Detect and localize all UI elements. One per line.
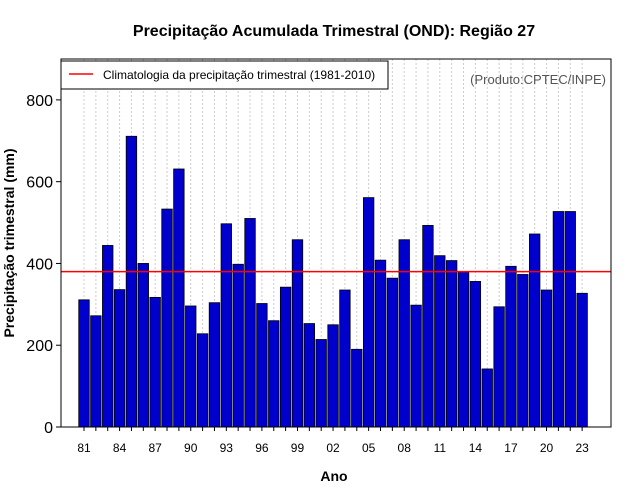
x-tick-label: 11 [434, 441, 447, 455]
bar-2005 [362, 197, 375, 428]
bar-1986 [137, 263, 149, 428]
x-tick-label: 84 [113, 441, 127, 455]
bar-2017 [505, 265, 517, 428]
bar-2018 [517, 274, 529, 428]
bar-1981 [78, 299, 90, 428]
bar-2011 [434, 255, 446, 428]
y-tick-label: 200 [26, 338, 53, 355]
y-tick-label: 400 [26, 256, 53, 273]
bar-2007 [386, 277, 399, 428]
bar-2022 [564, 211, 576, 428]
bar-1993 [220, 223, 232, 428]
bar-2014 [469, 281, 482, 428]
bar-1992 [208, 302, 221, 428]
x-tick-label: 96 [255, 441, 269, 455]
legend: Climatologia da precipitação trimestral … [60, 60, 389, 90]
bar-2020 [540, 289, 553, 428]
x-tick-label: 02 [326, 441, 340, 455]
x-tick-label: 93 [220, 441, 234, 455]
bar-2000 [303, 323, 315, 428]
bar-2012 [446, 260, 458, 428]
bar-2013 [457, 271, 470, 428]
x-axis: 81 84 87 90 93 96 99 02 05 08 11 14 17 20 23 [77, 427, 589, 455]
bar-2003 [339, 289, 351, 428]
bar-1997 [268, 320, 280, 428]
x-tick-label: 17 [504, 441, 518, 455]
bar-2015 [481, 368, 493, 428]
y-axis: 0 200 400 600 800 [26, 93, 61, 437]
bar-1982 [90, 315, 102, 428]
y-axis-label: Precipitação trimestral (mm) [1, 148, 17, 337]
bar-series [78, 135, 588, 428]
y-tick-label: 800 [26, 93, 53, 110]
bar-1998 [279, 286, 292, 428]
bar-2010 [422, 225, 434, 428]
bar-1989 [173, 168, 185, 428]
bar-1987 [149, 296, 161, 428]
bar-2001 [315, 339, 327, 428]
y-tick-label: 0 [44, 420, 53, 437]
bar-1999 [291, 239, 304, 428]
x-tick-label: 05 [362, 441, 376, 455]
product-credit: (Produto:CPTEC/INPE) [470, 72, 606, 87]
bar-1988 [161, 208, 173, 428]
bar-2009 [410, 304, 422, 428]
bar-1995 [244, 218, 256, 428]
x-tick-label: 87 [148, 441, 162, 455]
x-tick-label: 08 [398, 441, 412, 455]
x-tick-label: 81 [77, 441, 91, 455]
bar-2004 [351, 348, 363, 428]
bar-1985 [125, 135, 138, 428]
bar-2002 [327, 324, 339, 428]
x-tick-label: 20 [540, 441, 554, 455]
bar-2008 [398, 239, 410, 428]
x-axis-label: Ano [320, 468, 347, 484]
bar-1983 [102, 245, 114, 428]
x-tick-label: 90 [184, 441, 198, 455]
bar-2021 [552, 211, 565, 428]
bar-2019 [529, 233, 541, 428]
bar-1990 [185, 305, 197, 428]
bar-1996 [256, 303, 268, 428]
legend-label: Climatologia da precipitação trimestral … [103, 68, 375, 82]
bar-2023 [576, 292, 588, 428]
y-tick-label: 600 [26, 175, 53, 192]
bar-1991 [196, 333, 209, 428]
x-tick-label: 14 [469, 441, 483, 455]
chart-title: Precipitação Acumulada Trimestral (OND):… [133, 23, 535, 40]
legend-box [60, 60, 389, 90]
x-tick-label: 23 [575, 441, 589, 455]
plot-frame [60, 58, 612, 428]
bar-1994 [232, 263, 244, 428]
x-tick-label: 99 [291, 441, 305, 455]
bar-2016 [493, 306, 505, 428]
bar-1984 [113, 289, 126, 428]
bar-2006 [374, 259, 387, 428]
